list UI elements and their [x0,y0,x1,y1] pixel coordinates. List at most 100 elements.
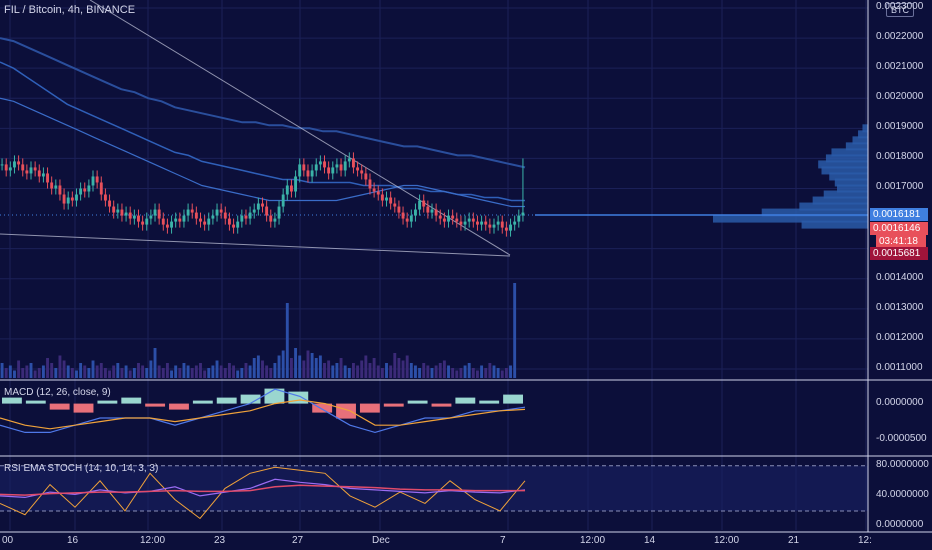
price-tick-6: 0.0017000 [876,181,924,193]
volume-bar-89 [368,363,372,378]
rsi-tick-0: 80.0000000 [876,458,929,470]
price-tick-10: 0.0012000 [876,331,924,343]
candle-body-106 [438,215,442,219]
candle-body-116 [480,221,484,225]
volume-bar-63 [261,360,264,378]
time-tick-3: 23 [214,535,226,546]
candle-body-108 [447,215,450,222]
volume-bar-116 [480,365,484,378]
volume-bar-88 [364,355,368,378]
volume-profile-bar-7 [821,166,868,175]
volume-profile-bar-9 [834,178,868,187]
volume-bar-12 [50,363,54,378]
candle-body-20 [83,188,87,192]
macd-hist-5 [121,397,142,404]
candle-body-100 [414,209,417,216]
volume-bar-56 [232,365,236,378]
volume-bar-38 [157,365,161,378]
candle-body-68 [281,194,285,207]
volume-bar-81 [335,363,339,378]
ma-slow-line [0,37,526,169]
volume-bar-16 [66,365,70,378]
candles [0,152,525,237]
volume-bar-85 [351,363,355,378]
volume-bar-113 [467,363,471,378]
candle-body-125 [517,215,521,222]
candle-body-40 [165,224,169,228]
candle-body-91 [376,191,380,195]
volume-profile-bar-12 [812,196,868,205]
candle-body-115 [476,221,479,225]
macd-hist-10 [240,394,261,404]
candle-body-82 [339,164,343,171]
candle-body-27 [112,206,116,213]
candle-body-29 [120,209,124,216]
candle-body-34 [141,221,145,225]
volume-bar-53 [219,365,223,378]
macd-hist-8 [192,400,213,404]
price-tick-0: 0.0023000 [876,1,924,12]
volume-bar-49 [203,370,207,378]
candle-body-119 [492,224,496,228]
candle-body-114 [471,218,475,222]
candle-body-101 [418,200,422,210]
price-tick-2: 0.0021000 [876,61,924,73]
volume-bar-67 [277,355,281,378]
volume-bar-66 [273,363,277,378]
candle-body-48 [199,218,202,222]
ma-mid-line [0,61,525,202]
volume-bar-34 [141,365,145,378]
volume-bar-30 [124,365,128,378]
volume-bar-59 [244,363,248,378]
volume-bar-27 [112,365,116,378]
volume-bar-0 [0,363,4,378]
volume-bar-43 [178,368,182,378]
macd-title: MACD (12, 26, close, 9) [4,387,111,398]
volume-bar-61 [252,358,256,378]
candle-body-30 [124,212,128,216]
candle-body-111 [459,221,463,225]
volume-bar-65 [269,368,273,378]
volume-bar-26 [108,370,111,378]
candle-body-53 [219,209,223,213]
volume-bar-74 [306,350,310,378]
volume-bar-90 [372,358,376,378]
candle-body-54 [223,212,227,219]
candle-body-13 [54,185,58,189]
volume-bar-115 [476,370,479,378]
candle-body-78 [323,161,326,168]
volume-bar-9 [37,368,41,378]
volume-bar-20 [83,365,87,378]
volume-bar-15 [62,360,66,378]
candle-body-12 [50,182,54,189]
candle-body-18 [75,194,78,201]
volume-bar-29 [120,368,124,378]
volume-bar-124 [513,283,517,378]
rsi-tick-2: 0.0000000 [876,519,924,530]
time-tick-8: 14 [644,535,656,546]
candle-body-55 [227,218,231,225]
volume-bar-13 [54,368,58,378]
volume-bar-60 [248,365,252,378]
volume-bar-48 [199,363,202,378]
last-price-tag: 0.0016181 [870,208,928,221]
rsi-ema-line [0,484,525,496]
candle-body-52 [215,209,219,216]
volume-bar-82 [339,358,343,378]
time-tick-11: 12: [858,535,872,546]
candle-body-24 [99,182,103,195]
time-tick-10: 21 [788,535,800,546]
macd-hist-0 [2,397,22,404]
currency-badge[interactable]: BTC [886,3,914,17]
volume-bar-35 [145,368,149,378]
volume-profile [713,124,868,229]
volume-bar-10 [41,365,45,378]
volume-bar-91 [376,365,380,378]
candle-body-46 [190,209,194,213]
candle-body-102 [422,200,426,207]
price-tick-11: 0.0011000 [876,361,923,373]
volume-bar-98 [405,355,409,378]
volume-bar-18 [75,370,78,378]
candle-body-109 [451,215,455,219]
